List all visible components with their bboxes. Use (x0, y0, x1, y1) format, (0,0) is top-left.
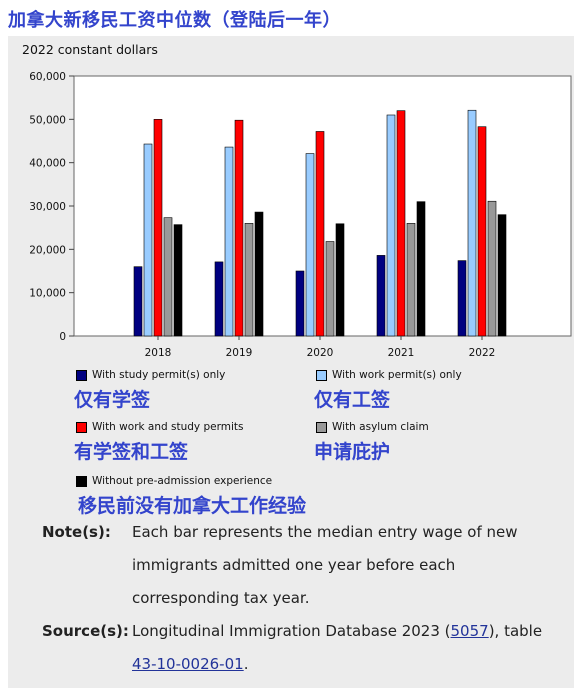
y-tick-label: 30,000 (29, 201, 66, 213)
bar (406, 223, 416, 337)
legend-cn-asylum: 申请庇护 (314, 441, 391, 463)
y-tick-label: 10,000 (29, 288, 66, 300)
bar (457, 260, 467, 337)
legend-label-work-study: With work and study permits (92, 421, 244, 433)
source-label: Source(s): (42, 622, 129, 640)
x-tick-label: 2018 (145, 347, 172, 359)
x-axis: 2018 2019 2020 2021 2022 (145, 336, 496, 359)
y-tick-label: 20,000 (29, 244, 66, 256)
bar-chart: 0 10,000 20,000 30,000 40,000 50,000 60,000 20… (29, 71, 572, 359)
source-text: Longitudinal Immigration Database 2023 (… (132, 615, 562, 681)
bar (173, 224, 183, 337)
chart-panel: 2022 constant dollars 0 10,000 20,000 30,00… (8, 36, 574, 688)
y-tick-label: 40,000 (29, 158, 66, 170)
page-title: 加拿大新移民工资中位数（登陆后一年） (8, 10, 341, 31)
legend-swatch-no-experience (76, 475, 87, 487)
legend-cn-no-experience: 移民前没有加拿大工作经验 (78, 495, 307, 517)
bar (143, 143, 153, 337)
note-label: Note(s): (42, 523, 111, 541)
legend-asylum: With asylum claim (316, 421, 429, 433)
legend-swatch-work-study (76, 421, 87, 433)
x-tick-label: 2019 (226, 347, 253, 359)
source-text-mid: ), table (488, 622, 543, 640)
bar (153, 119, 163, 337)
bar (254, 211, 264, 337)
y-tick-label: 0 (59, 331, 66, 343)
bar (244, 223, 254, 337)
legend-label-study: With study permit(s) only (92, 369, 226, 381)
bar (163, 217, 173, 337)
legend-cn-study: 仅有学签 (74, 389, 151, 411)
notes-section: Note(s): Each bar represents the median … (42, 516, 562, 681)
bar (325, 241, 335, 337)
note-row: Note(s): Each bar represents the median … (42, 516, 562, 615)
bar (224, 146, 234, 337)
legend-cn-work: 仅有工签 (314, 389, 391, 411)
legend-work-study: With work and study permits (76, 421, 243, 433)
legend-label-asylum: With asylum claim (332, 421, 429, 433)
legend-study-permit: With study permit(s) only (76, 369, 225, 381)
bar (497, 214, 507, 337)
y-tick-label: 50,000 (29, 114, 66, 126)
bar (467, 109, 477, 337)
bar (234, 119, 244, 337)
bar (305, 153, 315, 337)
bar (376, 255, 386, 337)
y-units-label: 2022 constant dollars (22, 42, 158, 57)
legend-work-permit: With work permit(s) only (316, 369, 462, 381)
y-axis: 0 10,000 20,000 30,000 40,000 50,000 60,000 (29, 71, 74, 343)
x-tick-label: 2021 (388, 347, 415, 359)
legend-swatch-work (316, 369, 327, 381)
source-link-table[interactable]: 43-10-0026-01 (132, 655, 244, 673)
bar (133, 266, 143, 337)
bar (487, 200, 497, 337)
source-text-post: . (243, 655, 249, 673)
legend-cn-work-study: 有学签和工签 (74, 441, 189, 463)
legend-label-work: With work permit(s) only (332, 369, 462, 381)
bar (295, 270, 305, 337)
bar (214, 261, 224, 337)
bar (416, 201, 426, 337)
bar (386, 114, 396, 337)
bar (396, 110, 406, 337)
legend-swatch-asylum (316, 421, 327, 433)
legend-label-no-experience: Without pre-admission experience (92, 475, 273, 487)
y-tick-label: 60,000 (29, 71, 66, 83)
legend-no-experience: Without pre-admission experience (76, 475, 272, 487)
x-tick-label: 2022 (469, 347, 496, 359)
source-link-5057[interactable]: 5057 (450, 622, 489, 640)
bar-series (133, 109, 507, 337)
x-tick-label: 2020 (307, 347, 334, 359)
bar (477, 126, 487, 337)
bar (335, 223, 345, 337)
source-row: Source(s): Longitudinal Immigration Data… (42, 615, 562, 681)
legend-swatch-study (76, 369, 87, 381)
note-text: Each bar represents the median entry wag… (132, 523, 518, 607)
source-text-pre: Longitudinal Immigration Database 2023 ( (132, 622, 451, 640)
bar (315, 131, 325, 337)
